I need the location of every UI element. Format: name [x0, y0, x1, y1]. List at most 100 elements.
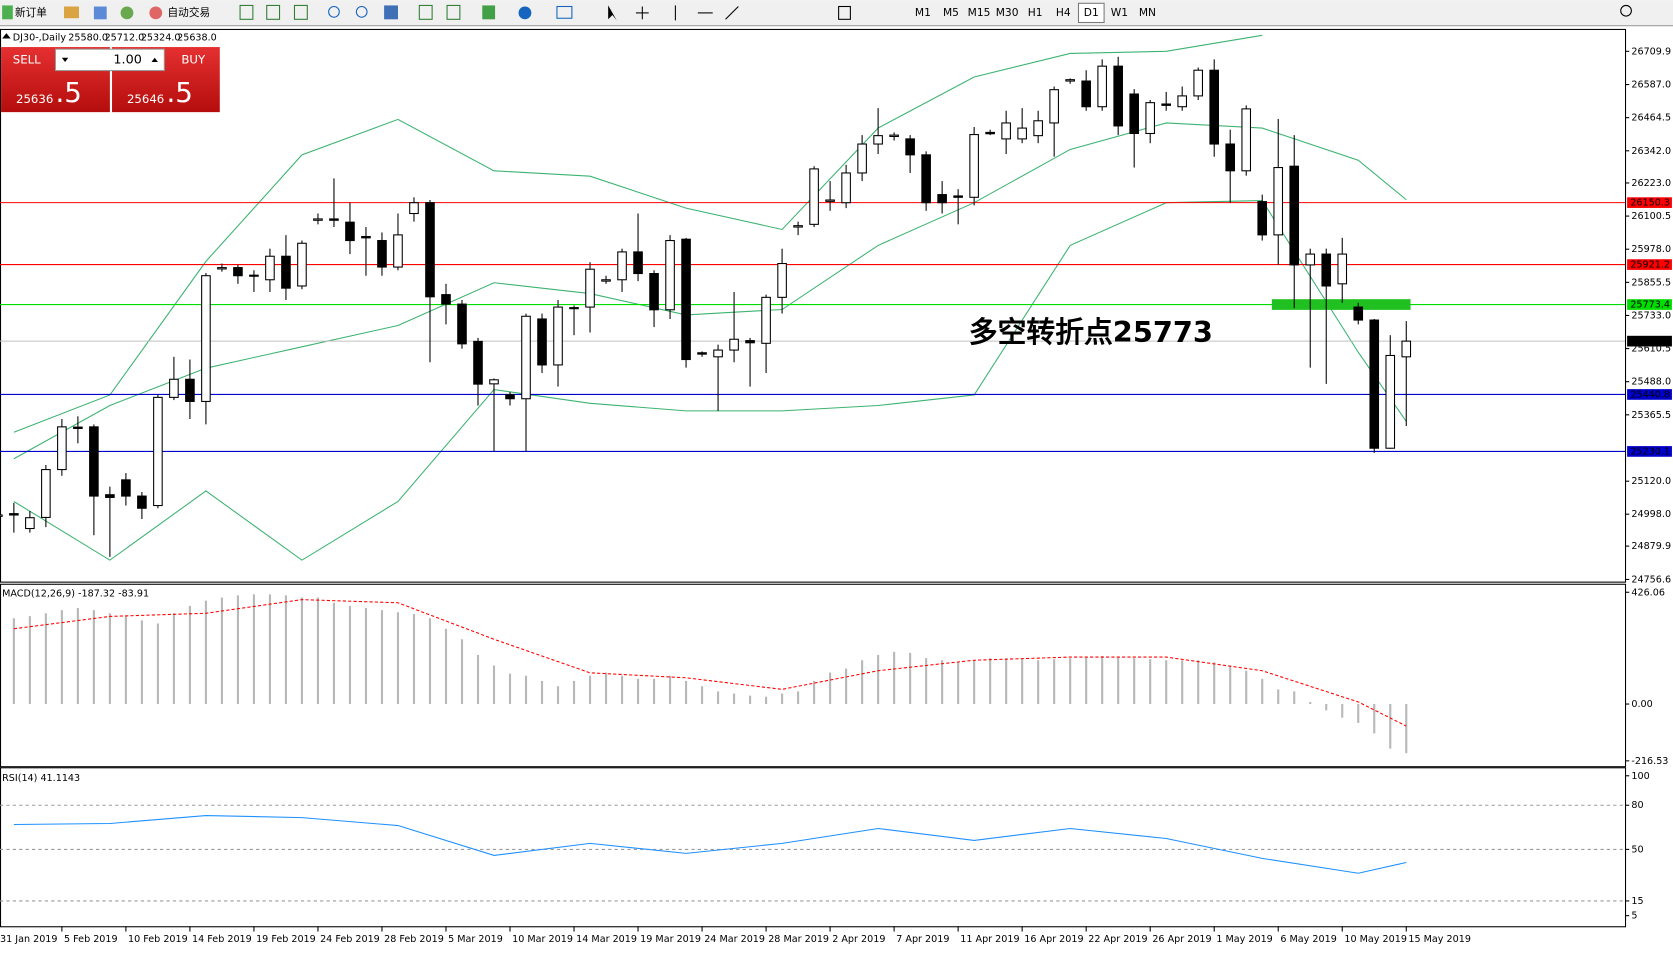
candle-body	[777, 263, 787, 298]
candle-body	[473, 340, 483, 385]
toolbar-icon[interactable]	[120, 6, 134, 20]
candle-body	[377, 240, 387, 268]
price-line-label: 25230.1	[1630, 446, 1670, 457]
x-tick-label: 31 Jan 2019	[0, 934, 58, 945]
pivot-highlight	[1271, 299, 1411, 310]
timeframe-button[interactable]: M30	[996, 6, 1019, 19]
new-order-button[interactable]: 新订单	[15, 6, 47, 19]
candle-body	[361, 235, 371, 239]
x-tick-label: 5 Mar 2019	[448, 934, 503, 945]
toolbar-icon[interactable]	[64, 6, 79, 19]
y-tick-label: 25365.5	[1631, 410, 1671, 421]
x-tick-label: 22 Apr 2019	[1088, 934, 1147, 945]
header-arrow	[2, 33, 11, 39]
timeframe-button[interactable]: MN	[1139, 6, 1156, 19]
timeframe-button[interactable]: D1	[1084, 6, 1099, 19]
tool-icons[interactable]	[239, 4, 1632, 21]
y-tick-label: 26100.5	[1631, 211, 1671, 222]
timeframe-button[interactable]: H4	[1056, 6, 1071, 19]
candle-body	[57, 426, 67, 471]
ohlc-low: 25324.0	[141, 32, 181, 43]
candle-body	[953, 195, 963, 198]
candle-body	[713, 349, 723, 358]
candle-body	[25, 517, 35, 530]
candle-body	[393, 234, 403, 268]
candle-body	[1033, 120, 1043, 137]
y-tick-label: 24998.0	[1631, 509, 1671, 520]
candle-body	[969, 134, 979, 198]
candle-body	[873, 135, 883, 145]
lots-value[interactable]: 1.00	[113, 52, 142, 67]
price-line-label-box	[1627, 299, 1672, 310]
sell-price[interactable]: 25636	[16, 92, 53, 106]
candle-body	[665, 240, 675, 311]
candle-body	[1241, 108, 1252, 172]
candle-body	[1273, 167, 1284, 236]
timeframe-button[interactable]: M5	[943, 6, 959, 19]
candle-body	[1177, 95, 1187, 108]
price-line-label-box	[1627, 335, 1672, 347]
candle-body	[1017, 127, 1027, 140]
y-tick-label: 25610.5	[1631, 344, 1671, 355]
candle-body	[185, 378, 195, 402]
candle-body	[1369, 319, 1380, 449]
macd-panel	[0, 583, 1627, 768]
auto-trading-icon[interactable]	[149, 6, 163, 20]
candle-body	[905, 138, 915, 156]
new-order-icon[interactable]	[2, 5, 13, 20]
x-tick-label: 28 Feb 2019	[384, 934, 444, 945]
ohlc-high: 25712.0	[105, 32, 145, 43]
x-tick-label: 2 Apr 2019	[832, 934, 885, 945]
candle-body	[1401, 340, 1412, 358]
trade-panel: SELL BUY 1.00 25636 .5 25646 .5	[1, 47, 220, 113]
candle-body	[1065, 79, 1075, 82]
candle-body	[73, 426, 83, 430]
candle-body	[1193, 69, 1204, 97]
x-tick-label: 7 Apr 2019	[896, 934, 949, 945]
timeframe-button[interactable]: W1	[1111, 6, 1128, 19]
candle-body	[505, 394, 515, 400]
buy-label[interactable]: BUY	[181, 52, 206, 66]
candle-body	[457, 303, 467, 345]
x-tick-label: 5 Feb 2019	[64, 934, 118, 945]
timeframe-button[interactable]: M15	[968, 6, 991, 19]
candle-body	[89, 426, 99, 497]
lots-up[interactable]	[151, 57, 158, 62]
candle-body	[1113, 65, 1123, 127]
toolbar-icon[interactable]	[93, 6, 107, 20]
auto-trading-button[interactable]: 自动交易	[168, 6, 211, 19]
y-tick-label: 26464.5	[1631, 113, 1671, 124]
x-tick-label: 14 Mar 2019	[576, 934, 637, 945]
y-tick-label: 15	[1631, 896, 1643, 907]
timeframe-button[interactable]: H1	[1028, 6, 1043, 19]
candle-body	[521, 315, 531, 400]
candle-body	[1225, 143, 1236, 172]
lots-field[interactable]	[54, 48, 165, 72]
buy-fraction[interactable]: .5	[166, 76, 192, 109]
candle-body	[1385, 354, 1396, 449]
candle-body	[1337, 253, 1348, 285]
ohlc-close: 25638.0	[177, 32, 217, 43]
y-tick-label: 80	[1631, 800, 1643, 811]
lots-down[interactable]	[61, 57, 69, 62]
candle-body	[585, 268, 595, 308]
ohlc-open: 25580.0	[68, 32, 108, 43]
timeframe-button[interactable]: M1	[915, 6, 931, 19]
y-tick-label: 26223.0	[1631, 178, 1671, 189]
y-tick-label: 24756.6	[1631, 574, 1671, 585]
price-plot	[0, 34, 1625, 561]
y-tick-label: 25120.0	[1631, 476, 1671, 487]
sell-fraction[interactable]: .5	[55, 76, 81, 109]
x-tick-label: 15 May 2019	[1408, 934, 1471, 945]
rsi-line	[13, 815, 1407, 874]
candle-body	[217, 267, 227, 270]
y-tick-label: 26342.0	[1631, 146, 1671, 157]
candle-body	[937, 194, 947, 204]
x-tick-label: 14 Feb 2019	[192, 934, 252, 945]
x-tick-label: 16 Apr 2019	[1024, 934, 1083, 945]
buy-price[interactable]: 25646	[127, 92, 164, 106]
x-tick-label: 10 Mar 2019	[512, 934, 573, 945]
candle-body	[1305, 253, 1316, 266]
sell-label[interactable]: SELL	[13, 52, 41, 66]
